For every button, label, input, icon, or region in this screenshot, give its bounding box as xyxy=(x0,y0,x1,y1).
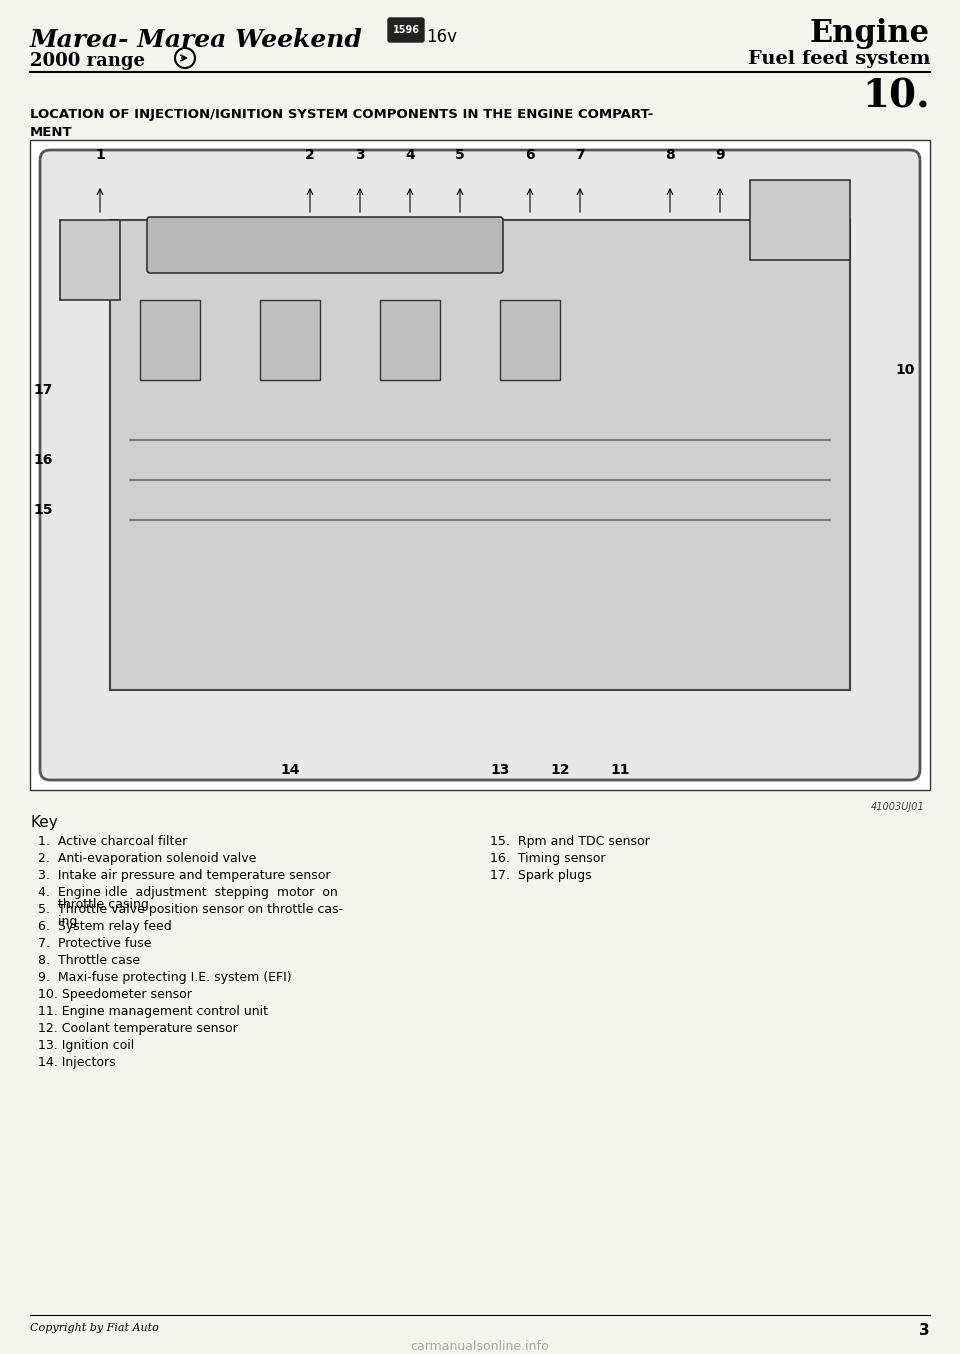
Text: carmanualsonline.info: carmanualsonline.info xyxy=(411,1340,549,1353)
Text: 17: 17 xyxy=(34,383,53,397)
Text: 14. Injectors: 14. Injectors xyxy=(38,1056,115,1070)
Text: 5: 5 xyxy=(455,148,465,162)
Text: Copyright by Fiat Auto: Copyright by Fiat Auto xyxy=(30,1323,158,1332)
Text: 16: 16 xyxy=(34,454,53,467)
Bar xyxy=(110,219,850,691)
Text: 10. Speedometer sensor: 10. Speedometer sensor xyxy=(38,988,192,1001)
FancyBboxPatch shape xyxy=(388,18,424,42)
Text: Key: Key xyxy=(30,815,58,830)
FancyBboxPatch shape xyxy=(40,150,920,780)
Text: ing: ing xyxy=(38,915,78,927)
Text: 11. Engine management control unit: 11. Engine management control unit xyxy=(38,1005,268,1018)
Text: 4.  Engine idle  adjustment  stepping  motor  on: 4. Engine idle adjustment stepping motor… xyxy=(38,886,338,899)
Text: 14: 14 xyxy=(280,764,300,777)
Bar xyxy=(260,301,320,380)
Text: 1: 1 xyxy=(95,148,105,162)
Text: 7: 7 xyxy=(575,148,585,162)
Text: 16v: 16v xyxy=(426,28,457,46)
Text: 41003UJ01: 41003UJ01 xyxy=(872,802,925,812)
Text: 3: 3 xyxy=(355,148,365,162)
Text: Fuel feed system: Fuel feed system xyxy=(748,50,930,68)
Text: 4: 4 xyxy=(405,148,415,162)
Text: 12: 12 xyxy=(550,764,569,777)
Text: 13. Ignition coil: 13. Ignition coil xyxy=(38,1039,134,1052)
Text: Marea- Marea Weekend: Marea- Marea Weekend xyxy=(30,28,363,51)
Text: 15: 15 xyxy=(34,502,53,517)
Text: 1.  Active charcoal filter: 1. Active charcoal filter xyxy=(38,835,187,848)
Text: 9: 9 xyxy=(715,148,725,162)
Text: 16.  Timing sensor: 16. Timing sensor xyxy=(490,852,606,865)
Text: 12. Coolant temperature sensor: 12. Coolant temperature sensor xyxy=(38,1022,238,1034)
Text: throttle casing: throttle casing xyxy=(38,898,149,911)
Text: 3.  Intake air pressure and temperature sensor: 3. Intake air pressure and temperature s… xyxy=(38,869,330,881)
Text: Engine: Engine xyxy=(810,18,930,49)
Bar xyxy=(140,301,200,380)
Bar xyxy=(30,139,930,789)
Text: 1596: 1596 xyxy=(393,24,420,35)
Text: 8: 8 xyxy=(665,148,675,162)
Bar xyxy=(500,301,560,380)
FancyBboxPatch shape xyxy=(147,217,503,274)
Bar xyxy=(750,180,850,260)
Text: 8.  Throttle case: 8. Throttle case xyxy=(38,955,140,967)
Bar xyxy=(60,219,120,301)
Text: 7.  Protective fuse: 7. Protective fuse xyxy=(38,937,152,951)
Bar xyxy=(380,301,440,380)
Text: 10.: 10. xyxy=(862,79,930,116)
Text: 6: 6 xyxy=(525,148,535,162)
Text: 13: 13 xyxy=(491,764,510,777)
Text: 17.  Spark plugs: 17. Spark plugs xyxy=(490,869,591,881)
Text: 2: 2 xyxy=(305,148,315,162)
Text: 11: 11 xyxy=(611,764,630,777)
Text: 10: 10 xyxy=(896,363,915,376)
Text: 5.  Throttle valve position sensor on throttle cas-: 5. Throttle valve position sensor on thr… xyxy=(38,903,343,917)
Text: 6.  System relay feed: 6. System relay feed xyxy=(38,919,172,933)
Text: LOCATION OF INJECTION/IGNITION SYSTEM COMPONENTS IN THE ENGINE COMPART-
MENT: LOCATION OF INJECTION/IGNITION SYSTEM CO… xyxy=(30,108,653,139)
Text: 3: 3 xyxy=(920,1323,930,1338)
Text: 2000 range: 2000 range xyxy=(30,51,145,70)
Text: 9.  Maxi-fuse protecting I.E. system (EFI): 9. Maxi-fuse protecting I.E. system (EFI… xyxy=(38,971,292,984)
Text: 15.  Rpm and TDC sensor: 15. Rpm and TDC sensor xyxy=(490,835,650,848)
Text: 2.  Anti-evaporation solenoid valve: 2. Anti-evaporation solenoid valve xyxy=(38,852,256,865)
